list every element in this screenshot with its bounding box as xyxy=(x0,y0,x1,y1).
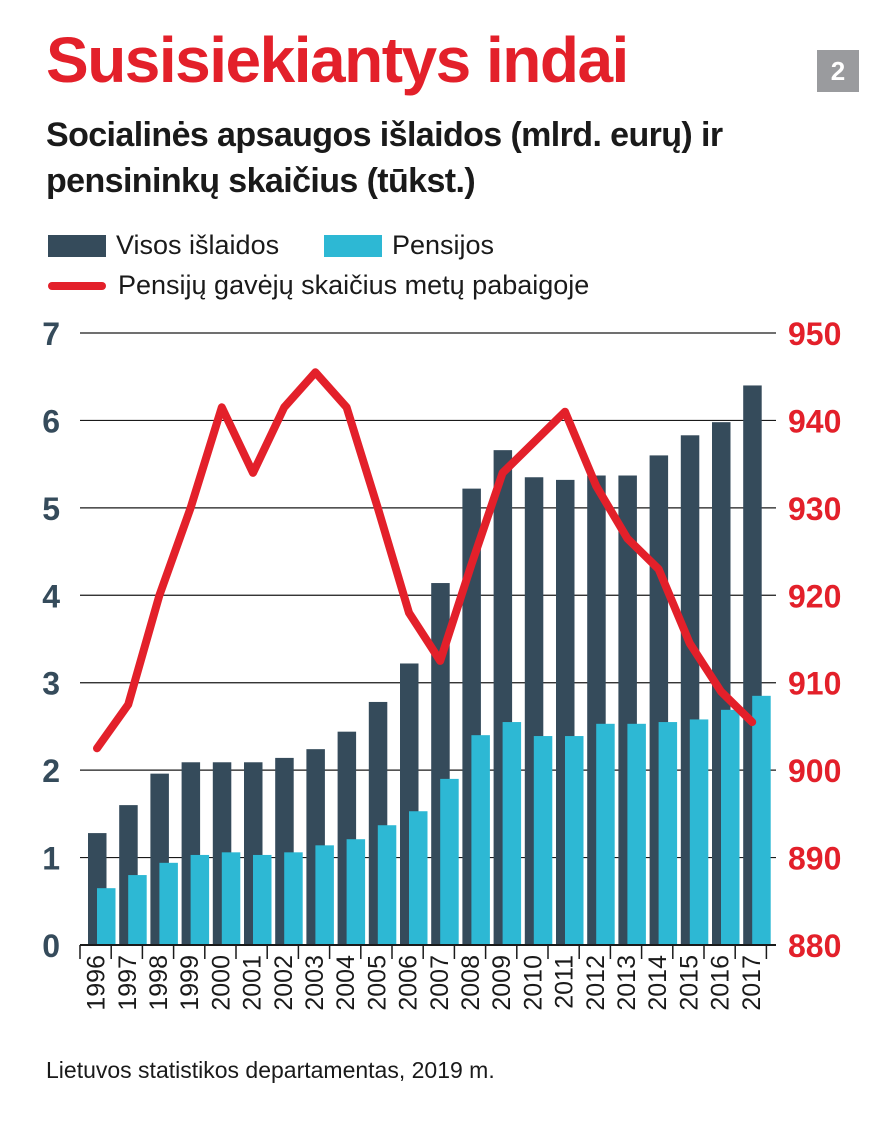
y-right-tick-label: 940 xyxy=(788,403,841,439)
bar-pensions xyxy=(284,852,303,945)
bar-pensions xyxy=(471,735,490,945)
x-axis-label: 2004 xyxy=(332,955,360,1011)
bar-pensions xyxy=(440,778,459,945)
x-axis-label: 2009 xyxy=(488,955,516,1011)
y-right-tick-label: 950 xyxy=(788,316,841,352)
y-left-tick-label: 6 xyxy=(42,403,60,439)
bar-pensions xyxy=(377,825,397,945)
x-axis-label: 1997 xyxy=(114,955,142,1011)
x-axis-label: 2010 xyxy=(519,955,547,1011)
bar-pensions xyxy=(533,736,553,945)
bar-pensions xyxy=(221,852,241,945)
y-right-tick-label: 880 xyxy=(788,928,841,964)
y-left-tick-label: 3 xyxy=(42,666,60,702)
x-axis-label: 2012 xyxy=(582,955,610,1011)
legend-item-total: Visos išlaidos xyxy=(48,230,279,261)
x-axis-label: 2000 xyxy=(207,955,235,1011)
bar-pensions xyxy=(409,811,428,945)
bar-pensions xyxy=(627,723,646,945)
bar-pensions xyxy=(502,722,522,945)
bar-pensions xyxy=(315,845,334,945)
y-left-tick-label: 4 xyxy=(42,578,60,614)
y-right-tick-label: 930 xyxy=(788,491,841,527)
bar-pensions xyxy=(253,854,272,945)
x-axis-label: 2015 xyxy=(675,955,703,1011)
bar-pensions xyxy=(596,723,615,945)
page-number-badge: 2 xyxy=(817,50,859,92)
legend-swatch-recipients xyxy=(48,281,106,290)
legend-item-recipients: Pensijų gavėjų skaičius metų pabaigoje xyxy=(48,270,589,301)
y-right-tick-label: 900 xyxy=(788,753,841,789)
x-axis-label: 2016 xyxy=(707,955,735,1011)
x-axis-label: 2014 xyxy=(644,955,672,1011)
legend-label-total: Visos išlaidos xyxy=(116,230,280,260)
y-left-tick-label: 1 xyxy=(42,841,60,877)
x-axis-label: 2002 xyxy=(270,955,298,1011)
bar-pensions xyxy=(689,719,709,945)
y-right-tick-label: 910 xyxy=(788,666,841,702)
x-axis-label: 2013 xyxy=(613,955,641,1011)
x-axis-label: 1996 xyxy=(83,955,111,1011)
x-axis-label: 1998 xyxy=(145,955,173,1011)
legend-label-pensions: Pensijos xyxy=(392,230,495,260)
x-axis-label: 2006 xyxy=(395,955,423,1011)
line-pension-recipients xyxy=(93,368,757,753)
bar-pensions xyxy=(565,736,584,945)
x-axis-label: 2017 xyxy=(738,955,766,1011)
x-axis-label: 2001 xyxy=(239,955,267,1011)
y-left-tick-label: 7 xyxy=(42,316,60,352)
bar-pensions xyxy=(97,888,116,945)
bar-pensions xyxy=(721,709,740,945)
x-axis-label: 2008 xyxy=(457,955,485,1011)
legend-swatch-total xyxy=(48,234,106,257)
y-left-tick-label: 2 xyxy=(42,753,60,789)
bar-pensions xyxy=(658,722,678,945)
y-left-tick-label: 5 xyxy=(42,491,60,527)
bar-pensions xyxy=(128,875,147,945)
y-right-tick-label: 920 xyxy=(788,578,841,614)
bar-pensions xyxy=(159,862,178,945)
chart-subtitle: Socialinės apsaugos išlaidos (mlrd. eurų… xyxy=(46,116,723,200)
chart-headline: Susisiekiantys indai xyxy=(46,24,629,96)
bar-pensions xyxy=(190,854,210,945)
x-axis-label: 2007 xyxy=(426,955,454,1011)
source-note: Lietuvos statistikos departamentas, 2019… xyxy=(46,1057,495,1083)
bar-pensions xyxy=(752,695,771,945)
legend-item-pensions: Pensijos xyxy=(324,230,494,261)
y-right-tick-label: 890 xyxy=(788,841,841,877)
x-axis-label: 2011 xyxy=(551,955,579,1009)
y-left-tick-label: 0 xyxy=(42,928,60,964)
legend-label-recipients: Pensijų gavėjų skaičius metų pabaigoje xyxy=(118,270,590,300)
x-axis-label: 2005 xyxy=(363,955,391,1011)
x-axis-label: 1999 xyxy=(176,955,204,1011)
legend-swatch-pensions xyxy=(324,234,382,257)
bar-pensions xyxy=(346,839,366,945)
x-axis-label: 2003 xyxy=(301,955,329,1011)
